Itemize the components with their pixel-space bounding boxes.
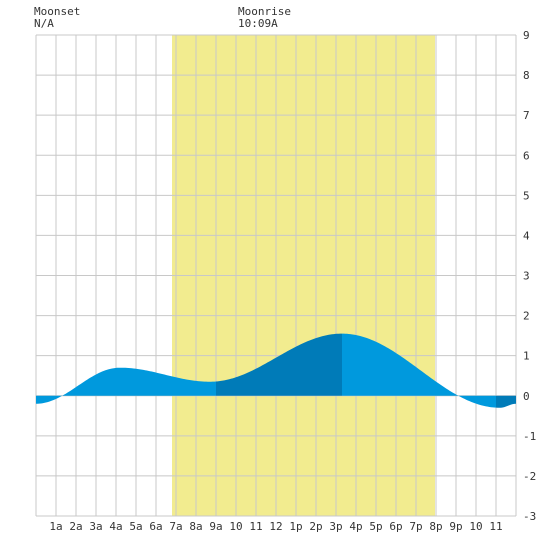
y-tick-label: -2 <box>523 470 536 483</box>
x-tick-label: 9a <box>209 520 222 533</box>
y-tick-label: 9 <box>523 29 530 42</box>
x-tick-label: 8a <box>189 520 202 533</box>
moonrise-value: 10:09A <box>238 17 278 30</box>
grid-layer <box>35 34 517 517</box>
x-tick-label: 10 <box>469 520 482 533</box>
y-tick-label: 7 <box>523 109 530 122</box>
y-axis-ticks: -3 -2 -1 0 1 2 3 4 5 6 7 8 9 <box>523 29 536 523</box>
moonset-value: N/A <box>34 17 54 30</box>
x-tick-label: 11 <box>489 520 502 533</box>
x-tick-label: 2a <box>69 520 82 533</box>
y-tick-label: 6 <box>523 149 530 162</box>
x-tick-label: 2p <box>309 520 322 533</box>
x-tick-label: 1a <box>49 520 62 533</box>
x-axis-ticks: 1a 2a 3a 4a 5a 6a 7a 8a 9a 10 11 12 1p 2p 3p 4p 5p 6p 7p 8p… <box>49 520 502 533</box>
tide-layer <box>36 333 516 408</box>
x-tick-label: 6a <box>149 520 162 533</box>
y-tick-label: -1 <box>523 430 536 443</box>
moonset-info: Moonset N/A <box>34 6 80 30</box>
y-tick-label: 3 <box>523 270 530 283</box>
x-tick-label: 3a <box>89 520 102 533</box>
y-tick-label: 2 <box>523 310 530 323</box>
tide-area-segment <box>122 367 216 396</box>
x-tick-label: 4p <box>349 520 362 533</box>
tide-area-segment <box>342 333 496 408</box>
x-tick-label: 5p <box>369 520 382 533</box>
x-tick-label: 7p <box>409 520 422 533</box>
y-tick-label: 0 <box>523 390 530 403</box>
tide-area-segment <box>216 333 342 396</box>
y-tick-label: 1 <box>523 350 530 363</box>
x-tick-label: 1p <box>289 520 302 533</box>
moonset-label: Moonset <box>34 5 81 18</box>
x-tick-label: 4a <box>109 520 122 533</box>
x-tick-label: 11 <box>249 520 262 533</box>
x-tick-label: 9p <box>449 520 462 533</box>
x-tick-label: 8p <box>429 520 442 533</box>
moonrise-info: Moonrise 10:09A <box>238 6 291 30</box>
x-tick-label: 10 <box>229 520 242 533</box>
tide-area-segment <box>496 395 516 408</box>
x-tick-label: 5a <box>129 520 142 533</box>
tide-area-segment <box>36 367 122 404</box>
y-tick-label: 5 <box>523 189 530 202</box>
x-tick-label: 12 <box>269 520 282 533</box>
y-tick-label: 8 <box>523 69 530 82</box>
x-tick-label: 3p <box>329 520 342 533</box>
x-tick-label: 6p <box>389 520 402 533</box>
x-tick-label: 7a <box>169 520 182 533</box>
y-tick-label: 4 <box>523 229 530 242</box>
moonrise-label: Moonrise <box>238 5 291 18</box>
y-tick-label: -3 <box>523 510 536 523</box>
